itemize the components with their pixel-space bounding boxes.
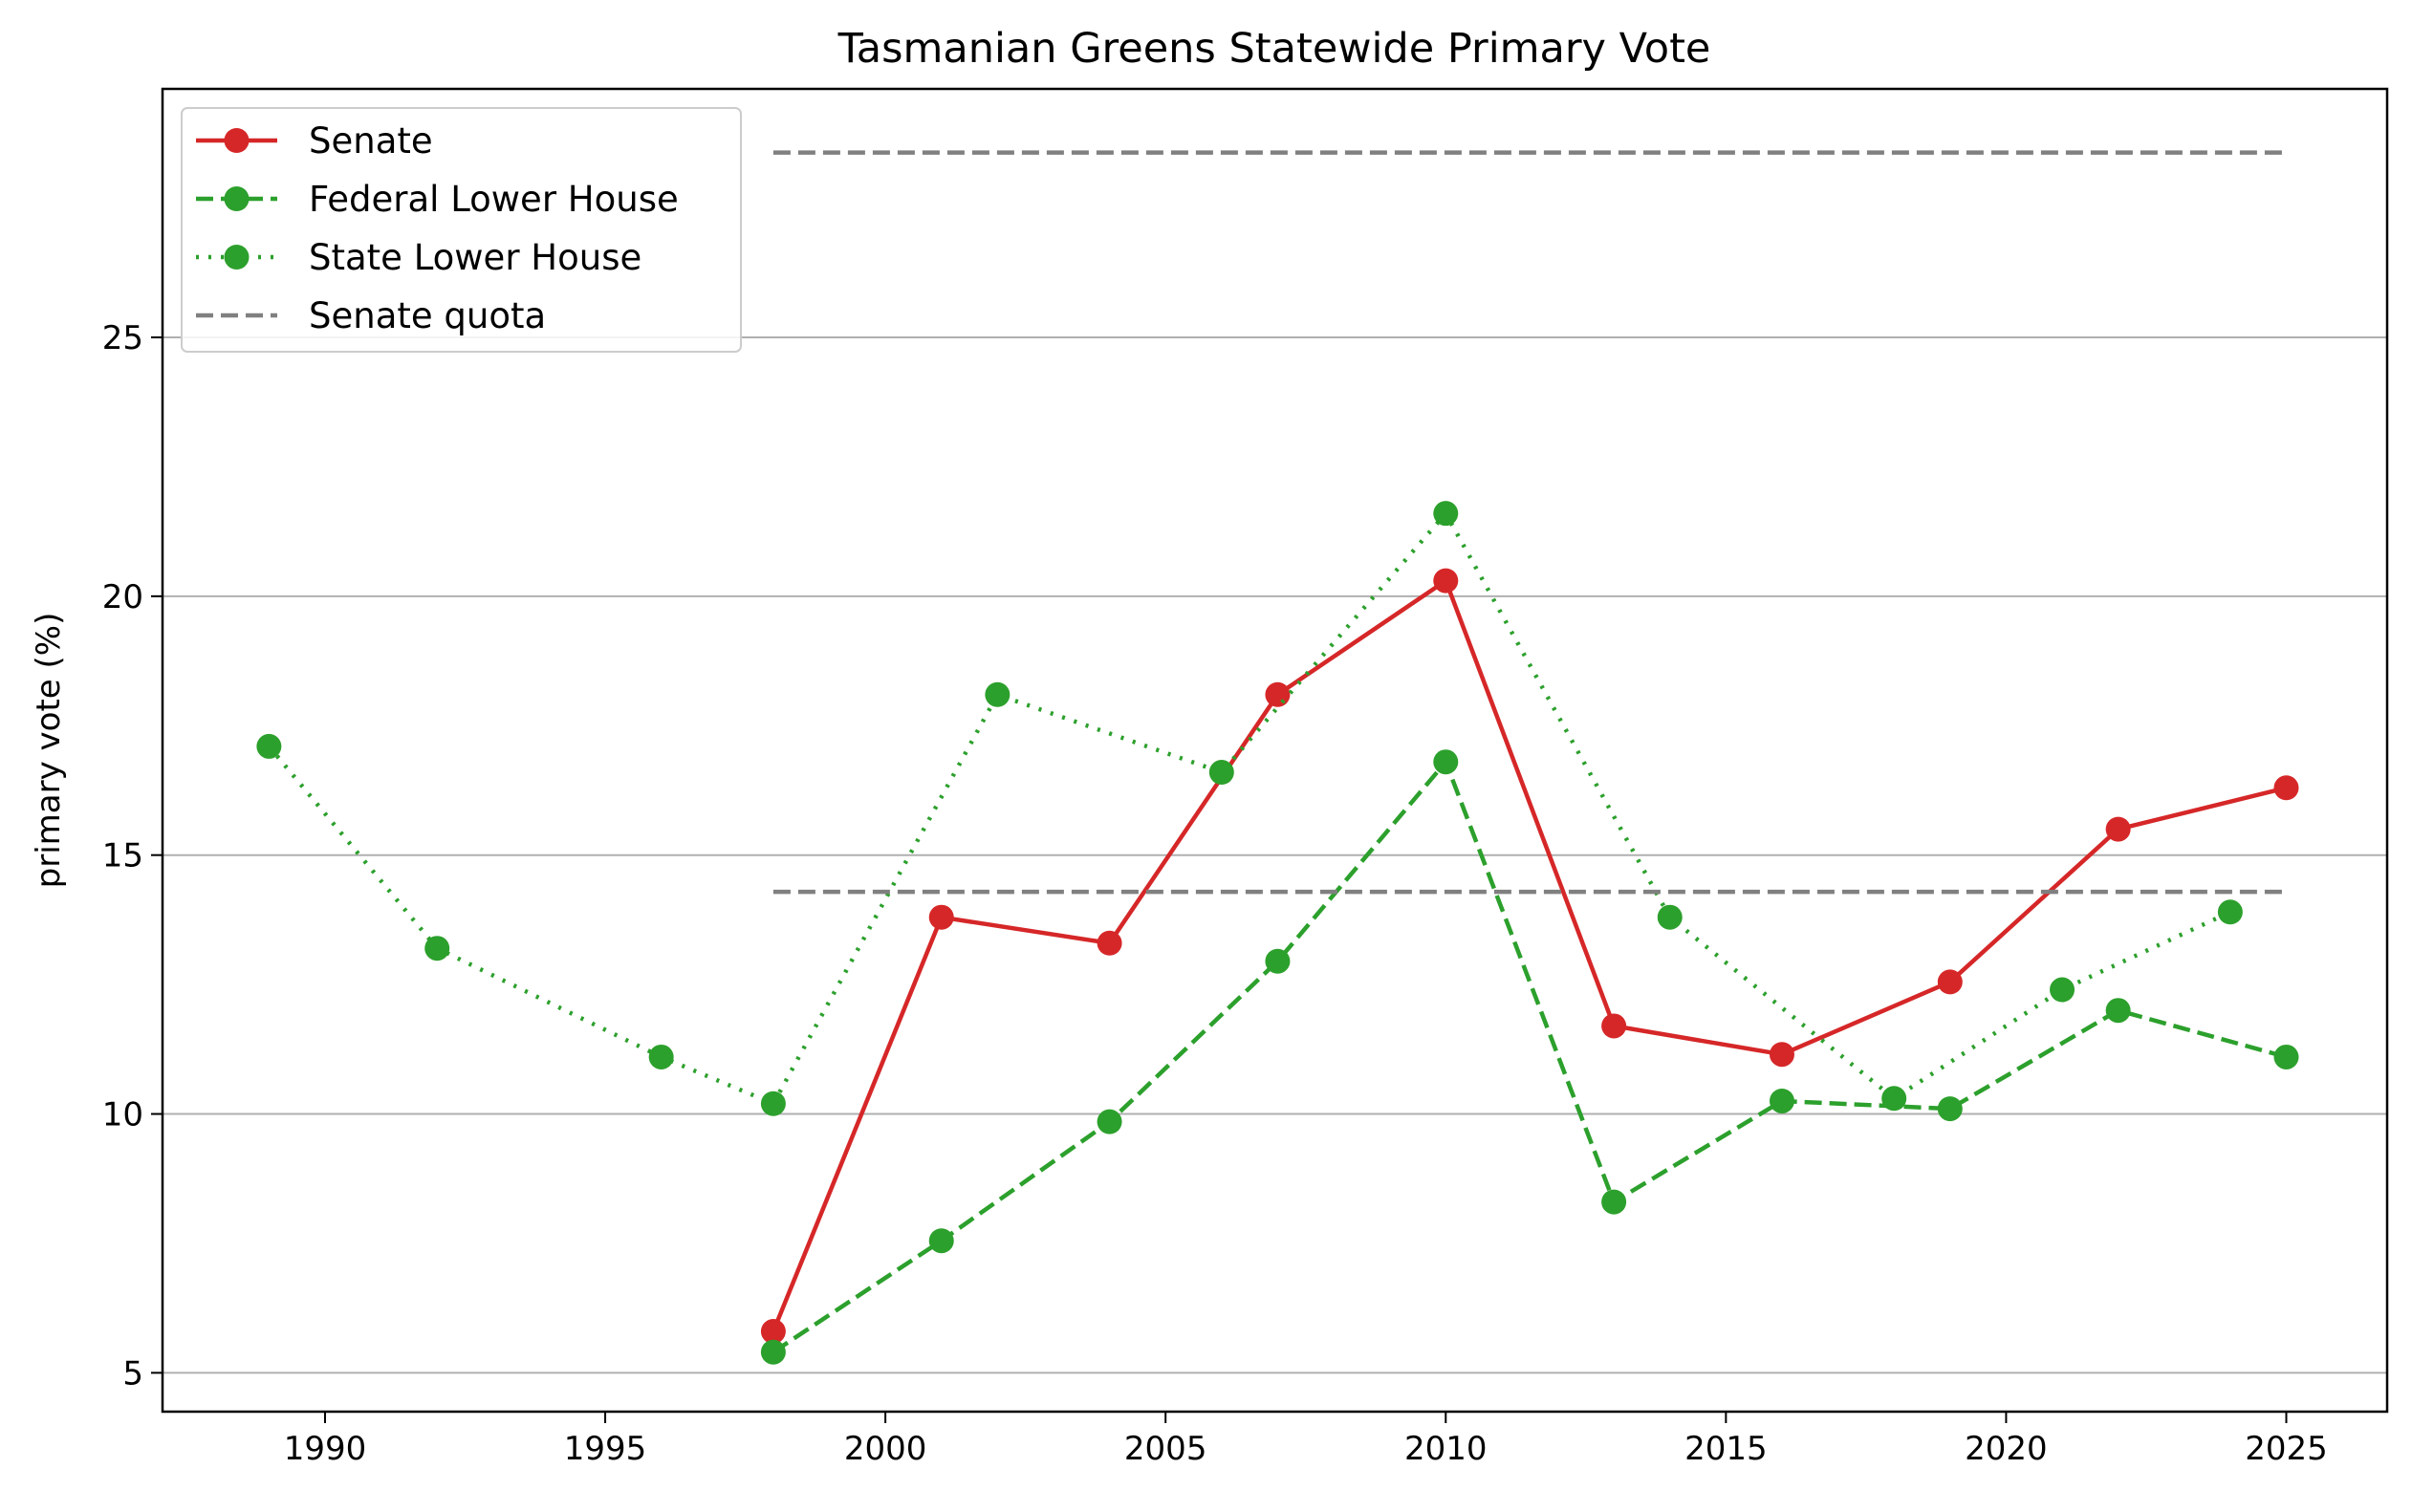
legend-state-lower-house-marker: [224, 245, 250, 270]
y-tick-label: 5: [122, 1354, 143, 1393]
state-lower-house-point: [2217, 899, 2243, 925]
chart-title: Tasmanian Greens Statewide Primary Vote: [837, 25, 1711, 73]
x-tick-label: 2020: [1965, 1430, 2048, 1468]
federal-lower-house-line: [771, 759, 2288, 1354]
federal-lower-house-point: [1097, 1109, 1122, 1134]
senate-point: [1097, 930, 1122, 956]
senate-point: [1433, 568, 1459, 594]
state-lower-house-point: [648, 1044, 674, 1069]
x-tick-label: 2005: [1124, 1430, 1207, 1468]
federal-lower-house-point: [1433, 749, 1459, 775]
x-tick-label: 1990: [284, 1430, 367, 1468]
federal-lower-house-point: [1769, 1088, 1794, 1113]
legend-box: [181, 107, 742, 353]
legend-state-lower-house-label: State Lower House: [309, 237, 641, 278]
x-tick-label: 1995: [564, 1430, 647, 1468]
x-tick-label: 2000: [844, 1430, 927, 1468]
state-lower-house-point: [1657, 904, 1683, 930]
legend-senate-label: Senate: [309, 120, 433, 162]
senate-point: [1601, 1013, 1627, 1039]
state-lower-house-point: [2050, 977, 2075, 1003]
federal-lower-house-point: [1265, 948, 1291, 974]
legend-federal-lower-house-label: Federal Lower House: [309, 179, 679, 220]
federal-lower-house-point: [1937, 1096, 1963, 1122]
y-tick-label: 15: [102, 837, 143, 875]
senate-point: [928, 904, 954, 930]
y-tick-label: 20: [102, 578, 143, 616]
plot-frame: [161, 87, 2389, 1414]
y-tick-label: 10: [102, 1096, 143, 1134]
state-lower-house-point: [256, 733, 282, 759]
state-lower-house-point: [1433, 501, 1459, 527]
federal-lower-house-point: [1601, 1189, 1627, 1215]
legend-federal-lower-house-marker: [224, 186, 250, 211]
x-tick-label: 2015: [1684, 1430, 1768, 1468]
y-axis-label: primary vote (%): [30, 613, 68, 889]
grid-lines: [163, 336, 2387, 1374]
state-lower-house-point: [985, 681, 1010, 707]
state-lower-house-point: [1208, 760, 1234, 786]
senate-point: [1265, 681, 1291, 707]
senate-point: [2273, 775, 2299, 801]
senate-point: [1769, 1042, 1794, 1068]
senate-point: [2105, 816, 2131, 842]
senate-point: [1937, 969, 1963, 995]
federal-lower-house-point: [928, 1228, 954, 1254]
state-lower-house-point: [1881, 1086, 1907, 1112]
federal-lower-house-point: [2273, 1044, 2299, 1069]
x-tick-label: 2010: [1404, 1430, 1488, 1468]
legend-senate-quota-label: Senate quota: [309, 295, 546, 336]
federal-lower-house-point: [2105, 998, 2131, 1024]
legend: Senate Federal Lower House State Lower Hou…: [181, 107, 742, 353]
senate-line: [771, 578, 2288, 1332]
y-tick-label: 25: [102, 319, 143, 357]
state-lower-house-point: [760, 1091, 786, 1116]
legend-senate-marker: [224, 128, 250, 153]
state-lower-house-point: [424, 936, 450, 961]
senate-point: [760, 1319, 786, 1345]
x-tick-label: 2025: [2245, 1430, 2328, 1468]
series-layer: [256, 150, 2299, 1365]
federal-lower-house-point: [760, 1339, 786, 1365]
